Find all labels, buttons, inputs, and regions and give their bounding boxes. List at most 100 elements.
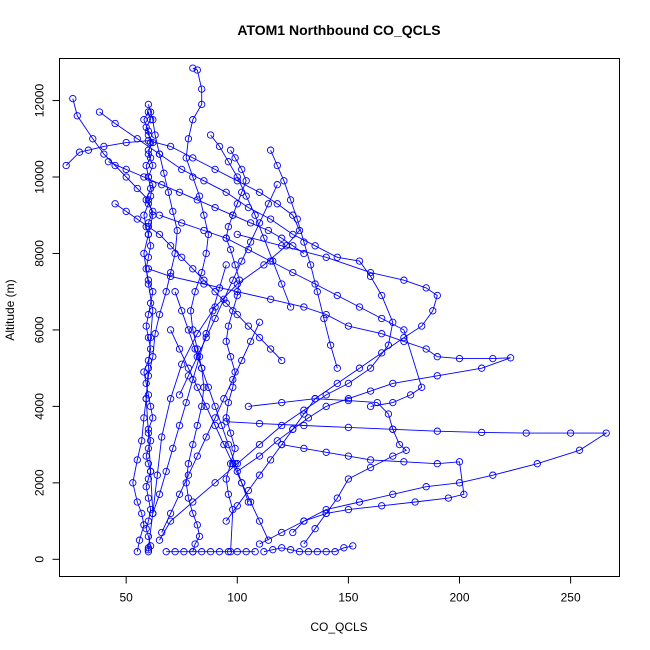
series-line	[174, 291, 249, 503]
data-point	[229, 460, 237, 468]
data-point	[389, 452, 397, 460]
series-17	[166, 326, 273, 544]
data-point	[184, 471, 193, 479]
data-point	[153, 471, 161, 479]
data-point	[202, 402, 210, 411]
data-point	[266, 146, 275, 154]
y-tick-label: 0	[33, 556, 47, 563]
data-point	[133, 548, 141, 556]
data-point	[166, 142, 175, 151]
data-point	[198, 85, 206, 93]
data-point	[322, 548, 330, 556]
data-point	[402, 446, 410, 454]
data-point	[222, 418, 230, 426]
data-point	[166, 242, 175, 250]
data-point	[162, 548, 170, 556]
data-point	[378, 291, 386, 300]
data-point	[144, 444, 153, 453]
y-axis-label: Altitude (m)	[3, 279, 17, 340]
data-point	[144, 429, 153, 437]
data-point	[144, 253, 153, 261]
series-9	[222, 230, 441, 525]
plot-frame	[59, 58, 620, 577]
data-point	[333, 379, 341, 388]
data-point	[295, 548, 304, 556]
data-point	[224, 398, 233, 407]
data-point	[231, 154, 239, 162]
data-point	[142, 196, 150, 204]
data-point	[433, 353, 441, 361]
data-point	[344, 475, 353, 483]
data-point	[418, 322, 426, 330]
data-point	[222, 188, 230, 196]
x-tick-label: 50	[119, 591, 133, 605]
data-point	[160, 169, 168, 177]
data-point	[366, 272, 375, 281]
data-point	[184, 372, 193, 380]
data-point	[286, 303, 295, 311]
series-8	[144, 265, 515, 476]
data-point	[238, 479, 246, 487]
data-point	[122, 207, 130, 216]
data-point	[280, 177, 288, 185]
data-point	[133, 135, 141, 143]
data-point	[211, 414, 219, 422]
data-point	[151, 131, 159, 139]
data-point	[222, 475, 230, 483]
data-point	[202, 333, 210, 342]
data-point	[238, 165, 246, 174]
data-point	[366, 456, 375, 464]
data-point	[155, 211, 164, 219]
data-point	[322, 253, 330, 261]
data-point	[229, 505, 237, 514]
data-point	[355, 303, 364, 311]
data-point	[255, 188, 264, 196]
x-tick-label: 150	[338, 591, 358, 605]
data-point	[304, 414, 313, 422]
x-axis: 50 100 150 200 250	[119, 576, 581, 605]
data-point	[246, 498, 255, 506]
data-point	[75, 148, 84, 156]
series-18	[158, 318, 264, 537]
data-point	[171, 288, 179, 296]
data-point	[313, 288, 321, 296]
data-point	[189, 440, 197, 449]
series-line	[248, 398, 408, 545]
data-point	[146, 542, 155, 550]
data-point	[244, 498, 253, 506]
series-line	[152, 264, 227, 514]
data-point	[278, 280, 286, 288]
data-point	[142, 322, 150, 330]
data-point	[278, 356, 286, 365]
series-1	[140, 108, 157, 556]
data-point	[231, 261, 239, 269]
data-point	[300, 303, 308, 311]
data-point	[178, 253, 186, 261]
data-point	[255, 440, 264, 449]
data-point	[144, 544, 153, 552]
data-point	[422, 284, 430, 292]
data-point	[489, 471, 497, 479]
data-point	[389, 425, 397, 433]
data-point	[300, 238, 308, 246]
data-point	[149, 181, 157, 189]
data-point	[144, 150, 153, 158]
plot-area	[62, 64, 610, 556]
data-point	[142, 123, 150, 131]
data-point	[166, 326, 175, 334]
data-point	[133, 215, 141, 223]
data-point	[215, 284, 224, 292]
data-point	[144, 100, 153, 109]
data-point	[355, 498, 364, 506]
data-point	[184, 460, 193, 468]
data-point	[175, 490, 184, 498]
data-point	[378, 349, 386, 357]
data-point	[326, 341, 335, 349]
data-point	[144, 265, 153, 273]
data-point	[224, 548, 233, 556]
data-point	[260, 261, 268, 269]
data-point	[264, 200, 273, 208]
series-line	[114, 203, 283, 361]
data-point	[144, 108, 153, 116]
data-point	[200, 226, 208, 235]
